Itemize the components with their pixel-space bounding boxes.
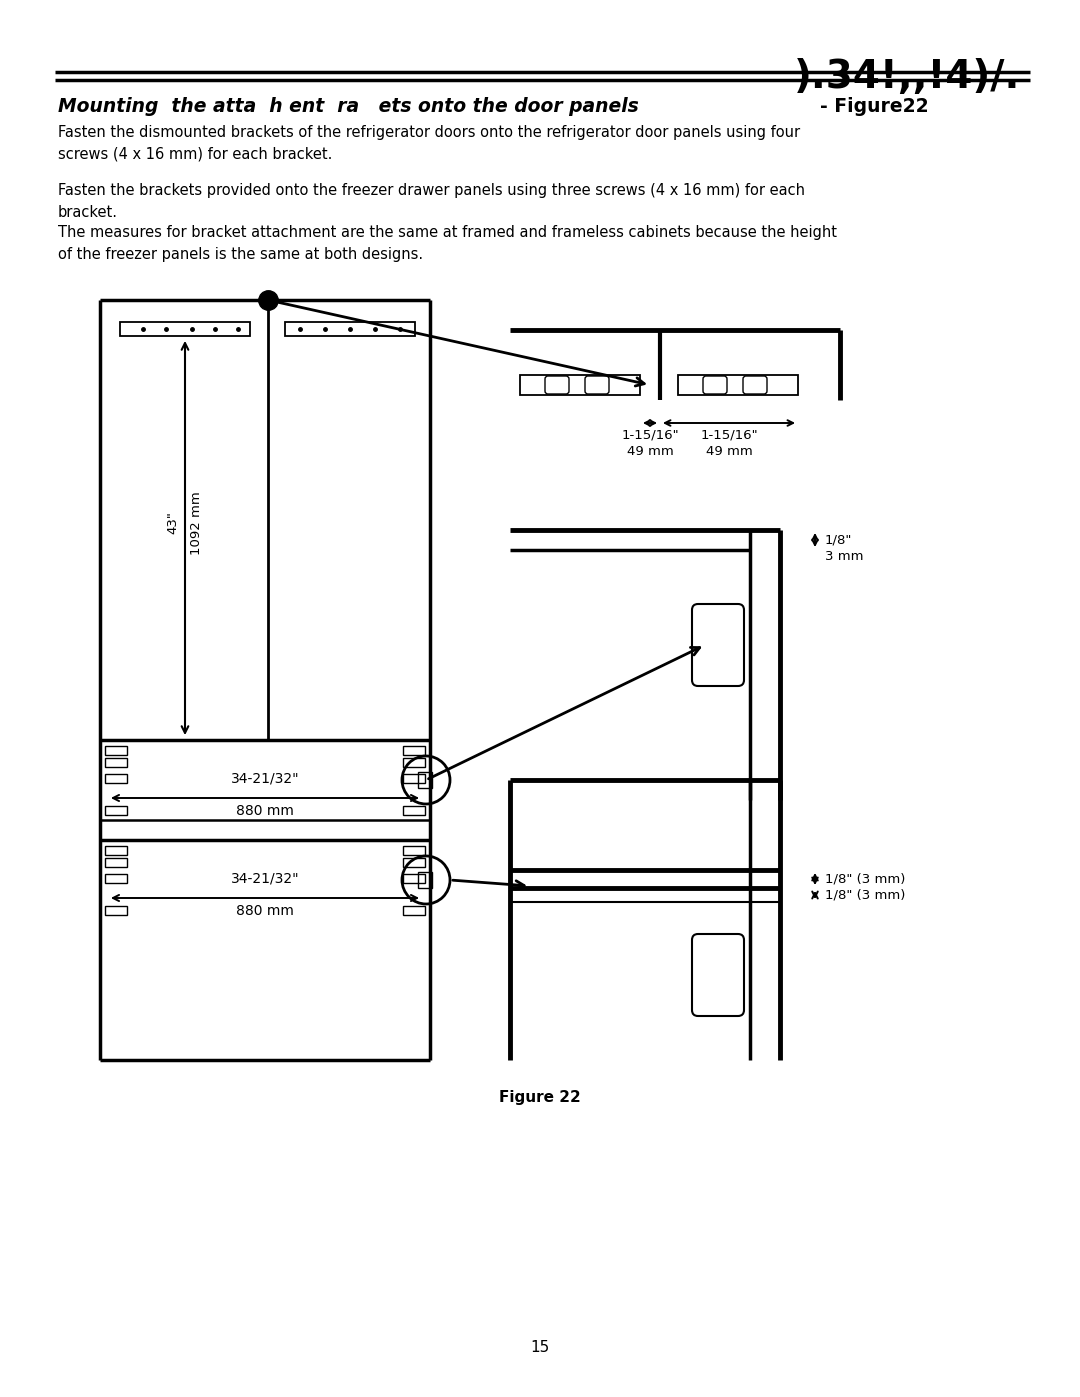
Text: Fasten the brackets provided onto the freezer drawer panels using three screws (: Fasten the brackets provided onto the fr… — [58, 183, 805, 219]
Text: ).34!,,!4)/.: ).34!,,!4)/. — [794, 59, 1020, 96]
Text: 1-15/16": 1-15/16" — [700, 427, 758, 441]
Bar — [403, 875, 426, 883]
Text: 49 mm: 49 mm — [705, 446, 753, 458]
Bar — [105, 875, 127, 883]
Bar — [105, 847, 127, 855]
Bar — [403, 907, 426, 915]
Bar — [285, 321, 415, 337]
Text: 34-21/32": 34-21/32" — [231, 872, 299, 886]
Text: 49 mm: 49 mm — [626, 446, 673, 458]
Bar — [105, 907, 127, 915]
Bar — [519, 374, 640, 395]
Bar — [403, 746, 426, 754]
Bar — [120, 321, 249, 337]
Bar — [105, 774, 127, 782]
Text: 880 mm: 880 mm — [237, 904, 294, 918]
Bar — [105, 806, 127, 814]
Text: 34-21/32": 34-21/32" — [231, 773, 299, 787]
Text: 1/8" (3 mm): 1/8" (3 mm) — [825, 888, 905, 901]
Bar — [403, 759, 426, 767]
Text: Figure 22: Figure 22 — [499, 1090, 581, 1105]
Bar — [403, 847, 426, 855]
Text: 43": 43" — [166, 511, 179, 535]
Text: Mounting  the atta  h ent  ra   ets onto the door panels: Mounting the atta h ent ra ets onto the … — [58, 96, 638, 116]
Bar — [105, 858, 127, 868]
Bar — [403, 774, 426, 782]
Text: - Figure22: - Figure22 — [820, 96, 929, 116]
Bar — [105, 746, 127, 754]
Bar — [105, 759, 127, 767]
Bar — [418, 773, 432, 788]
Text: 15: 15 — [530, 1340, 550, 1355]
Bar — [678, 374, 798, 395]
Bar — [418, 872, 432, 888]
Bar — [403, 858, 426, 868]
Text: 880 mm: 880 mm — [237, 805, 294, 819]
Text: 1/8": 1/8" — [825, 534, 852, 546]
Text: 1-15/16": 1-15/16" — [621, 427, 679, 441]
Text: 1/8" (3 mm): 1/8" (3 mm) — [825, 873, 905, 886]
Text: 3 mm: 3 mm — [825, 549, 864, 563]
Text: The measures for bracket attachment are the same at framed and frameless cabinet: The measures for bracket attachment are … — [58, 225, 837, 261]
Bar — [403, 806, 426, 814]
Text: Fasten the dismounted brackets of the refrigerator doors onto the refrigerator d: Fasten the dismounted brackets of the re… — [58, 124, 800, 162]
Text: 1092 mm: 1092 mm — [190, 492, 203, 555]
